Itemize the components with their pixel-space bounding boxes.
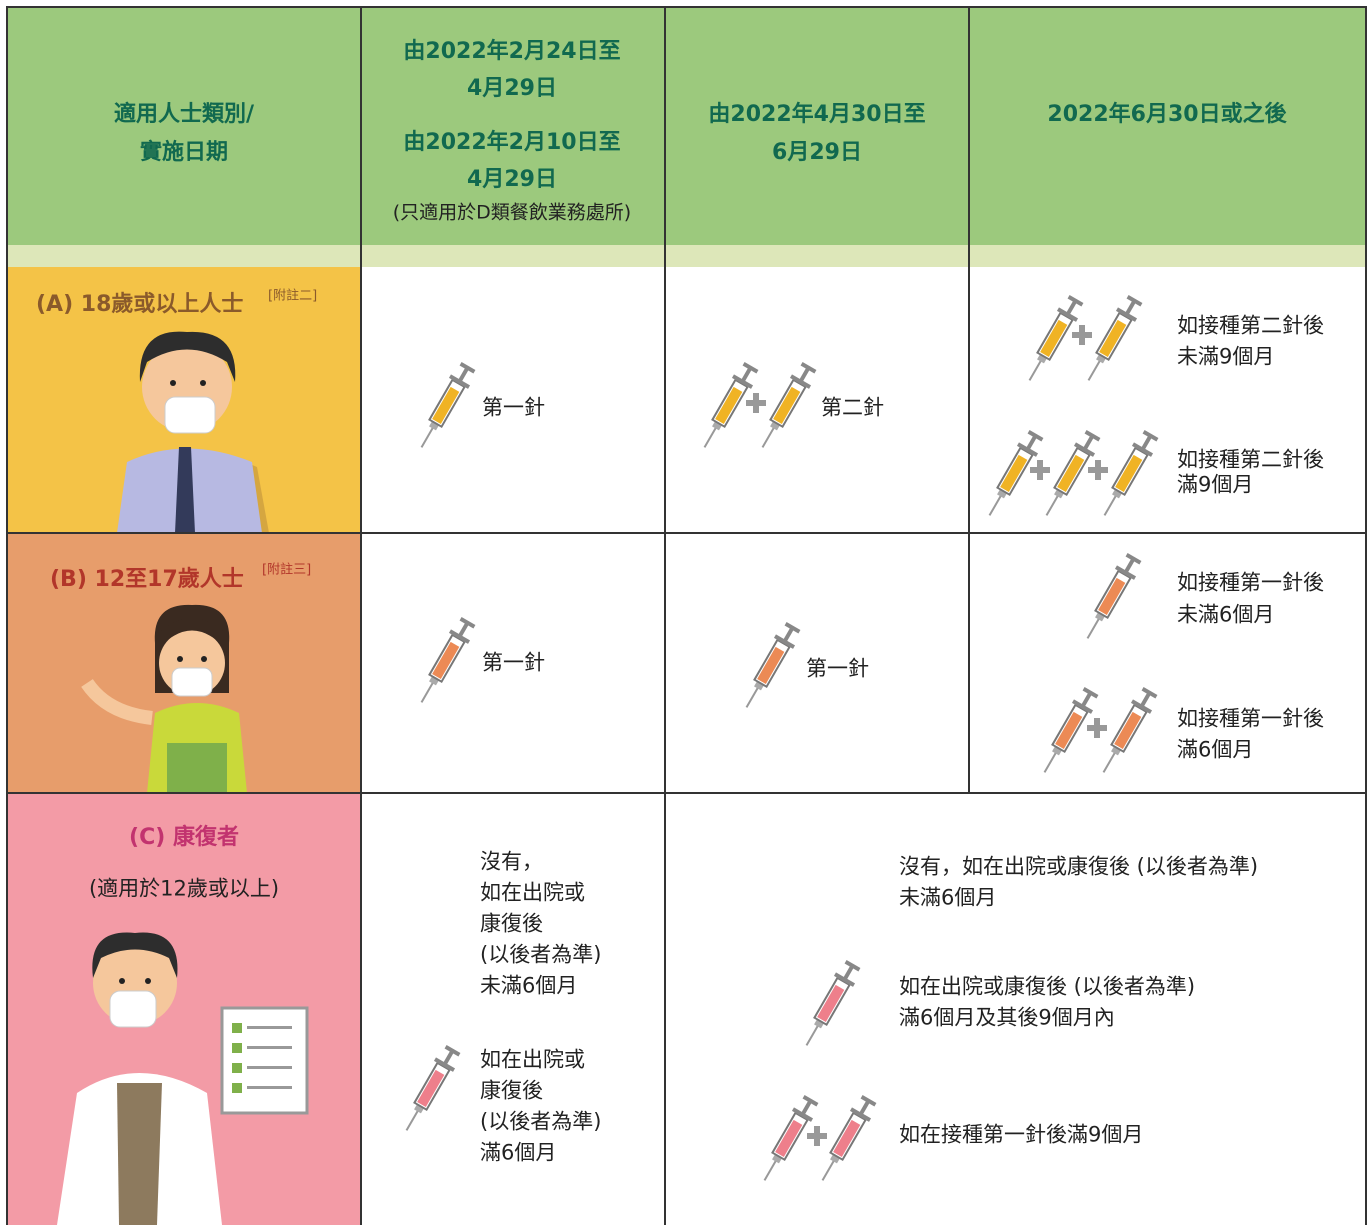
syringe-icon — [410, 614, 480, 709]
border — [6, 6, 8, 1225]
cell-text: 如接種第二針後 — [1177, 447, 1324, 472]
header-text: 4月29日 — [467, 76, 557, 101]
row-label: (A) 18歲或以上人士 — [36, 292, 244, 317]
syringe-icon — [395, 1042, 465, 1137]
border — [6, 532, 1367, 534]
cell-text: 如接種第二針後 — [1177, 313, 1324, 338]
syringe-icon — [1077, 292, 1147, 387]
cell-text: 如在出院或 — [480, 1047, 585, 1072]
cell-text: 如在接種第一針後滿9個月 — [899, 1122, 1144, 1147]
header-text: 2022年6月30日或之後 — [1047, 102, 1287, 127]
person-teen — [81, 604, 247, 793]
person-adult — [117, 331, 269, 533]
syringe-icon — [1076, 550, 1146, 645]
cell-text: 滿6個月 — [480, 1140, 557, 1165]
cell-text: 未滿6個月 — [1177, 602, 1275, 627]
row-label: (B) 12至17歲人士 — [50, 567, 244, 592]
cell-text: 未滿6個月 — [899, 885, 997, 910]
header-strip — [7, 245, 1366, 267]
cell-text: 沒有， — [480, 849, 543, 874]
cell-text: 第一針 — [482, 395, 545, 420]
header-text: 適用人士類別/ — [113, 102, 255, 127]
syringe-icon — [1092, 684, 1162, 779]
syringe-icon — [735, 619, 805, 714]
cell-text: (以後者為準) — [480, 942, 602, 967]
cell-text: 第一針 — [482, 650, 545, 675]
syringe-icon — [1093, 427, 1163, 522]
cell-text: 康復後 — [480, 911, 543, 936]
syringe-icon — [751, 359, 821, 454]
cell-text: 如接種第一針後 — [1177, 570, 1324, 595]
cell-text: 第一針 — [806, 656, 869, 681]
header-text: 由2022年2月10日至 — [403, 130, 621, 155]
row-note: (適用於12歲或以上) — [88, 876, 280, 901]
cell-text: 康復後 — [480, 1078, 543, 1103]
border — [6, 6, 1367, 8]
cell-text: 沒有，如在出院或康復後 (以後者為準) — [899, 854, 1259, 879]
cell-text: (以後者為準) — [480, 1109, 602, 1134]
header-note: (只適用於D類餐飲業務處所) — [392, 201, 632, 224]
row-note: [附註三] — [262, 562, 312, 578]
header-text: 6月29日 — [772, 140, 862, 165]
border — [360, 6, 362, 1225]
border — [1365, 6, 1367, 1225]
cell-text: 如在出院或康復後 (以後者為準) — [899, 974, 1196, 999]
syringe-icon — [795, 957, 865, 1052]
cell-text: 滿9個月 — [1177, 472, 1254, 497]
cell-text: 第二針 — [821, 395, 884, 420]
cell-text: 滿6個月 — [1177, 737, 1254, 762]
header-text: 由2022年2月24日至 — [403, 39, 621, 64]
syringe-icon — [811, 1092, 881, 1187]
header-text: 4月29日 — [467, 167, 557, 192]
cell-text: 滿6個月及其後9個月內 — [899, 1005, 1115, 1030]
cell-text: 未滿9個月 — [1177, 344, 1275, 369]
row-label: (C) 康復者 — [129, 825, 239, 850]
cell-text: 如在出院或 — [480, 880, 585, 905]
cell-text: 未滿6個月 — [480, 973, 578, 998]
border — [6, 792, 1367, 794]
cell-text: 如接種第一針後 — [1177, 706, 1324, 731]
header-text: 由2022年4月30日至 — [708, 102, 926, 127]
border — [968, 6, 970, 794]
person-doctor — [57, 932, 309, 1225]
border — [664, 6, 666, 1225]
header-text: 實施日期 — [139, 140, 229, 165]
header-bg — [7, 7, 1366, 245]
row-note: [附註二] — [268, 288, 318, 304]
syringe-icon — [410, 359, 480, 454]
